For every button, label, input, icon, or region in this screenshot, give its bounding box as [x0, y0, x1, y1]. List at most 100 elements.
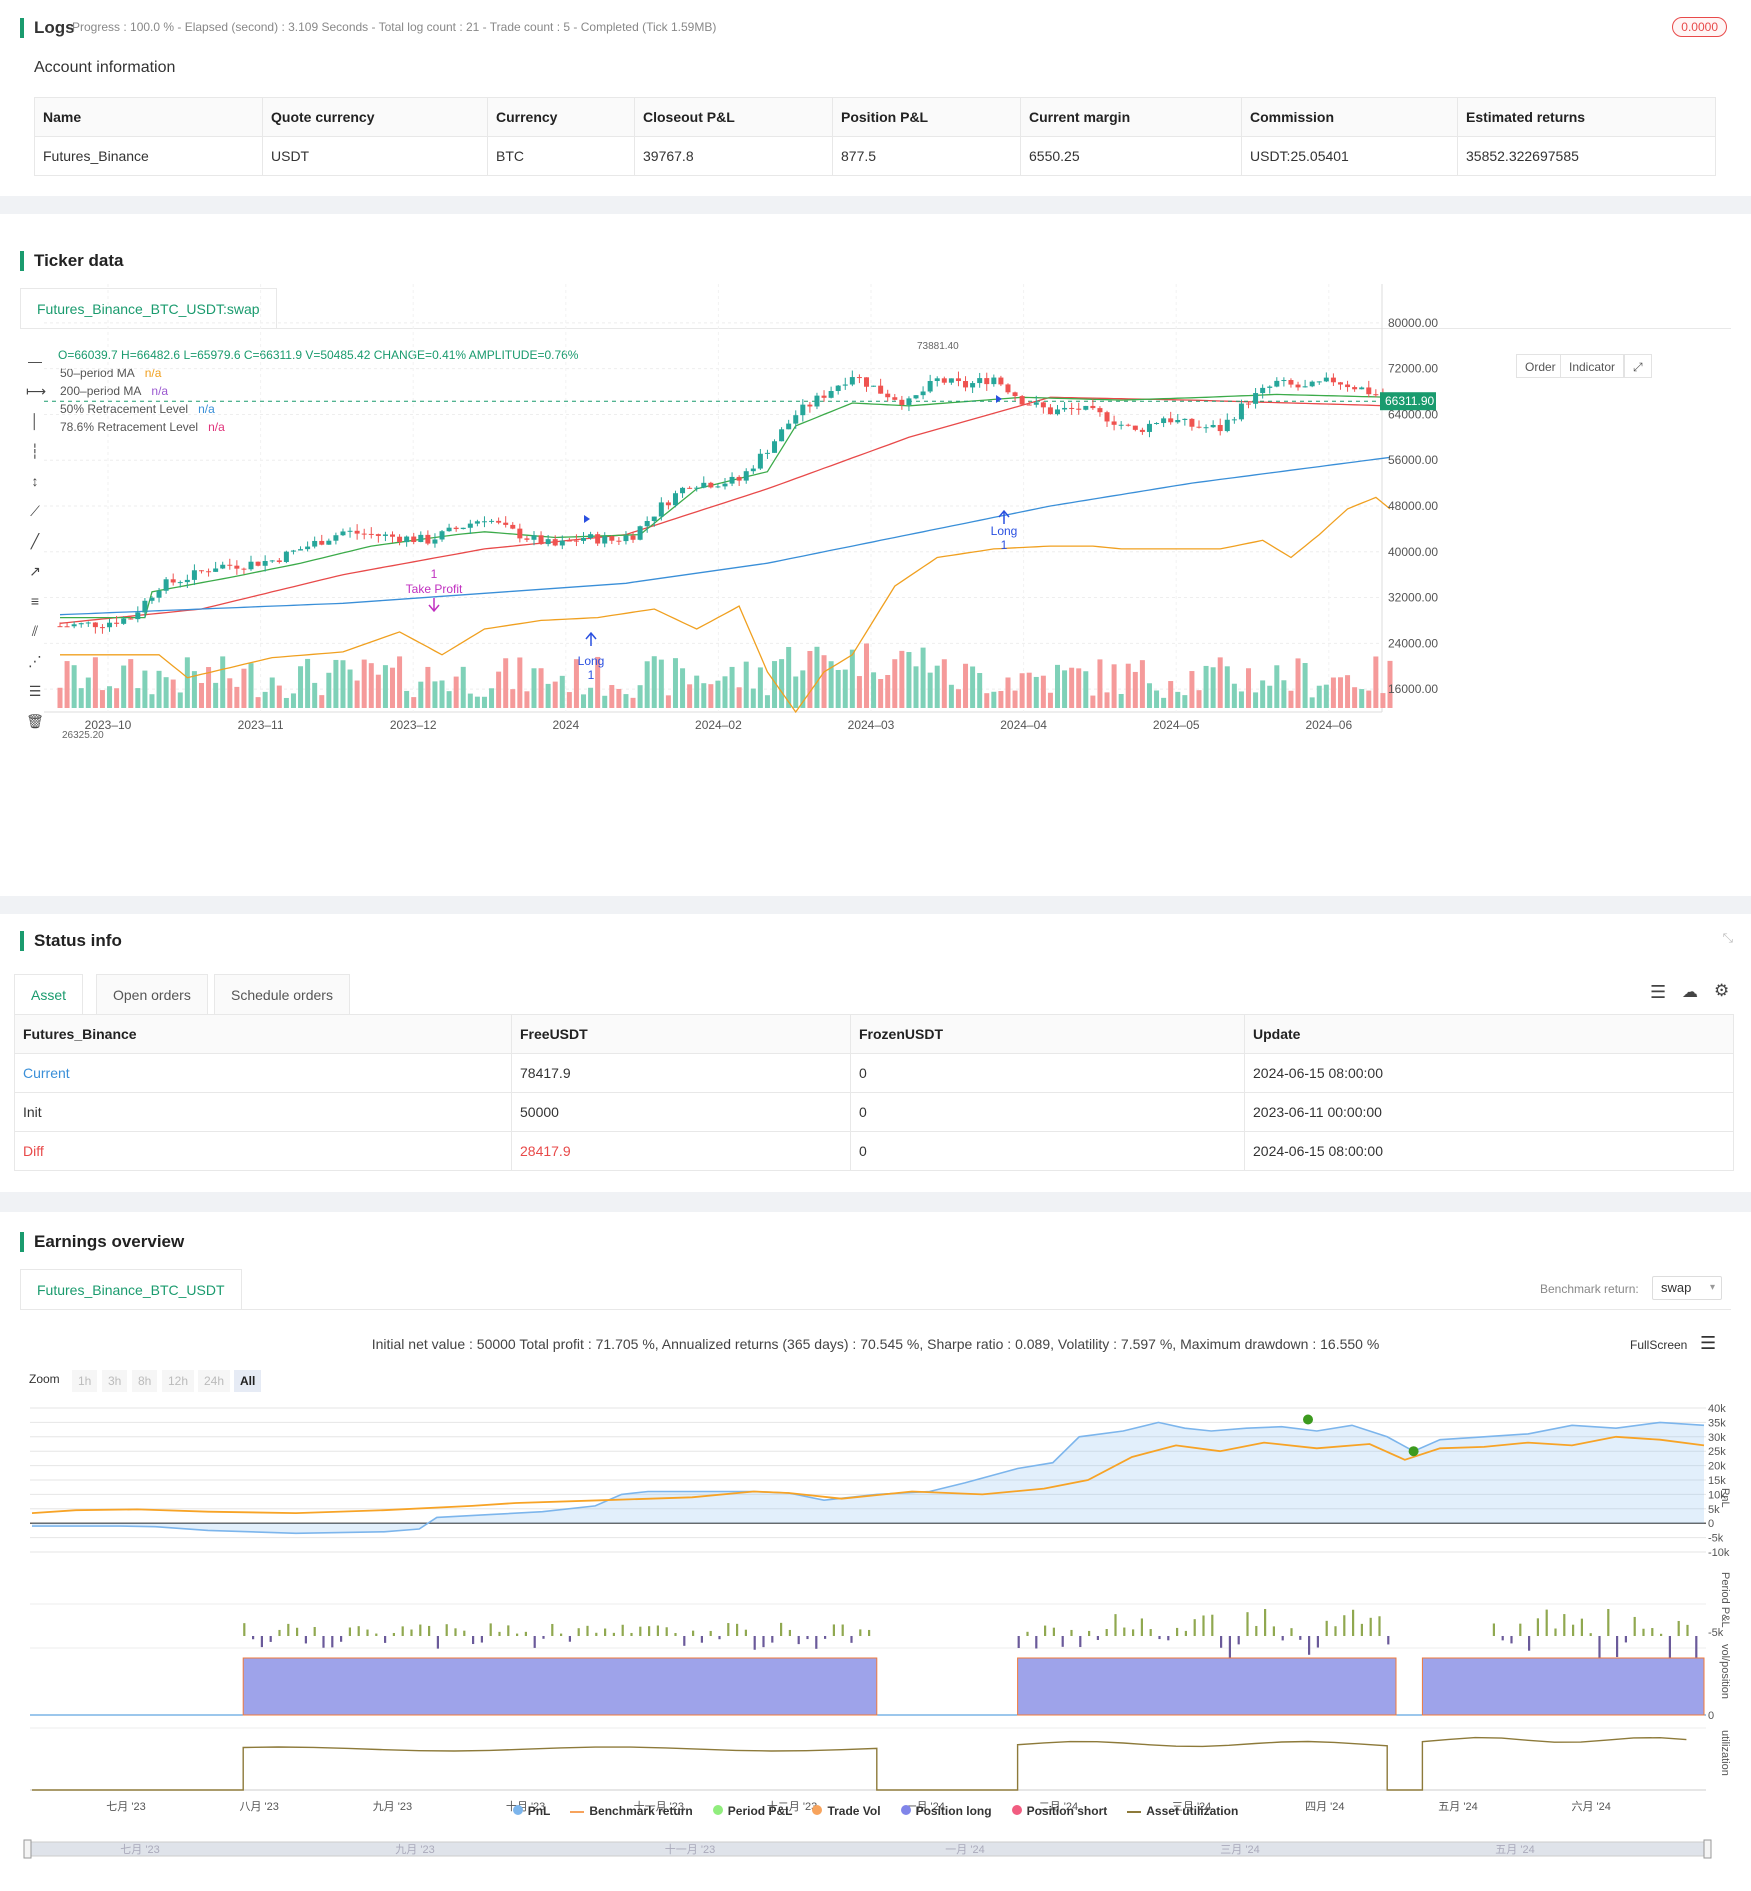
fib-icon[interactable]: ≡	[30, 593, 40, 609]
volume-bar	[545, 683, 551, 708]
legend-item[interactable]: Period P&L	[712, 1804, 792, 1818]
candle-body	[57, 626, 63, 628]
period-bar	[1281, 1636, 1284, 1641]
period-bar	[1334, 1626, 1337, 1636]
period-bar	[1607, 1609, 1610, 1636]
zoom-24h-button[interactable]: 24h	[198, 1370, 231, 1392]
candle-body	[1040, 402, 1046, 408]
asset-col-free: FreeUSDT	[511, 1014, 851, 1054]
candle-body	[425, 534, 431, 544]
zoom-All-button[interactable]: All	[234, 1370, 262, 1392]
candle-body	[107, 622, 113, 628]
volume-bar	[538, 668, 544, 708]
period-bar	[771, 1636, 774, 1643]
arrow-line-icon[interactable]: ↗	[29, 563, 41, 579]
measure-icon[interactable]: ↕	[31, 473, 39, 489]
period-bar	[269, 1636, 272, 1642]
account-cell: Futures_Binance	[34, 136, 263, 176]
trend-line-icon[interactable]: ⟋	[30, 503, 40, 519]
zoom-12h-button[interactable]: 12h	[162, 1370, 195, 1392]
volume-bar	[750, 688, 756, 708]
fullscreen-button[interactable]: FullScreen	[1630, 1338, 1688, 1352]
position-long-block	[242, 1657, 878, 1716]
table-cell: 50000	[511, 1092, 851, 1132]
expand-icon[interactable]: ⤢	[1624, 354, 1652, 378]
ray-line-icon[interactable]: ⟼	[26, 383, 47, 399]
cloud-download-icon[interactable]: ☁	[1682, 984, 1698, 1001]
trash-icon[interactable]: 🗑	[26, 713, 44, 729]
zoom-3h-button[interactable]: 3h	[102, 1370, 128, 1392]
menu-icon[interactable]: ☰	[1700, 1333, 1717, 1353]
list-icon[interactable]: ☰	[1650, 982, 1667, 1002]
period-bar	[621, 1624, 624, 1636]
period-bar	[1660, 1633, 1663, 1636]
price-line-icon[interactable]: ┆	[30, 443, 40, 459]
tab-earnings-symbol[interactable]: Futures_Binance_BTC_USDT	[20, 1269, 242, 1309]
volume-bar	[715, 680, 721, 708]
volume-bar	[977, 673, 983, 708]
volume-bar	[213, 682, 219, 708]
legend-item[interactable]: Asset utilization	[1127, 1804, 1238, 1818]
long-arrow	[585, 631, 597, 646]
volume-bar	[1302, 663, 1308, 708]
vertical-line-icon[interactable]: │	[30, 413, 40, 429]
volume-bar	[390, 667, 395, 708]
parallel-channel-icon[interactable]: ⫽	[31, 623, 39, 639]
volume-bar	[849, 649, 855, 708]
candle-body	[446, 527, 452, 532]
benchmark-select[interactable]: swap ▾	[1652, 1276, 1722, 1300]
candle-body	[1309, 381, 1315, 387]
candle-body	[1316, 381, 1322, 383]
legend-item[interactable]: Trade Vol	[812, 1804, 881, 1818]
period-bar	[612, 1632, 615, 1636]
period-bar	[648, 1626, 651, 1636]
volume-bar	[609, 685, 615, 708]
period-bar	[1536, 1618, 1539, 1636]
gear-icon[interactable]: ⚙	[1714, 981, 1730, 1000]
candle-body	[927, 381, 933, 392]
candle-body	[99, 627, 105, 629]
tab-asset[interactable]: Asset	[14, 974, 84, 1014]
candle-body	[517, 528, 523, 539]
volume-bar	[906, 652, 912, 708]
order-button[interactable]: Order	[1516, 354, 1565, 378]
period-bar	[454, 1628, 457, 1636]
volume-bar	[955, 689, 961, 708]
status-collapse-icon[interactable]: ⤡	[1722, 930, 1733, 945]
volume-bar	[1019, 673, 1025, 708]
time-tick-label: 2024–04	[1000, 718, 1047, 732]
period-bar	[1184, 1630, 1187, 1636]
tab-ticker-symbol[interactable]: Futures_Binance_BTC_USDT:swap	[20, 288, 277, 328]
volume-bar	[99, 690, 105, 708]
legend-item[interactable]: Benchmark return	[570, 1804, 693, 1818]
candle-body	[1097, 408, 1103, 413]
volume-bar	[757, 667, 763, 708]
tab-open-orders[interactable]: Open orders	[96, 974, 208, 1014]
zoom-8h-button[interactable]: 8h	[132, 1370, 158, 1392]
candle-body	[545, 539, 551, 545]
candle-body	[198, 570, 204, 572]
volume-bar	[743, 661, 749, 708]
candle-body	[191, 570, 197, 580]
price-tick-label: 40000.00	[1388, 545, 1438, 559]
indicator-button[interactable]: Indicator	[1560, 354, 1625, 378]
fib-retracement-icon[interactable]: ☰	[28, 683, 42, 699]
extended-line-icon[interactable]: ╱	[30, 533, 40, 549]
period-bar	[1061, 1636, 1064, 1647]
legend-swatch	[712, 1805, 723, 1815]
tab-schedule-orders[interactable]: Schedule orders	[214, 974, 350, 1014]
legend-item[interactable]: Position short	[1011, 1804, 1107, 1818]
legend-item[interactable]: Position long	[900, 1804, 992, 1818]
volume-bar	[637, 685, 643, 708]
candle-body	[559, 540, 565, 546]
horizontal-line-icon[interactable]: —	[28, 353, 42, 369]
row-label-current[interactable]: Current	[14, 1053, 512, 1093]
pitchfork-icon[interactable]: ⋰	[28, 653, 42, 669]
candle-body	[354, 530, 360, 534]
navigator-handle-right	[1703, 1839, 1712, 1859]
volume-bar	[665, 695, 671, 708]
zoom-1h-button[interactable]: 1h	[72, 1370, 98, 1392]
volume-bar	[588, 687, 594, 708]
legend-item[interactable]: PnL	[512, 1804, 550, 1818]
benchmark-line	[31, 1435, 1705, 1515]
